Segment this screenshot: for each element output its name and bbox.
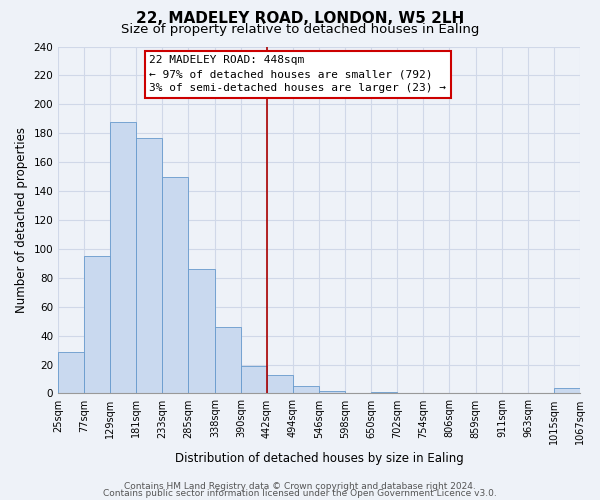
Bar — [58, 352, 84, 394]
X-axis label: Distribution of detached houses by size in Ealing: Distribution of detached houses by size … — [175, 452, 463, 465]
Bar — [293, 386, 319, 394]
Bar — [267, 374, 293, 394]
Bar — [371, 392, 397, 394]
Bar — [188, 269, 215, 394]
Bar — [554, 388, 580, 394]
Text: Contains HM Land Registry data © Crown copyright and database right 2024.: Contains HM Land Registry data © Crown c… — [124, 482, 476, 491]
Text: 22, MADELEY ROAD, LONDON, W5 2LH: 22, MADELEY ROAD, LONDON, W5 2LH — [136, 11, 464, 26]
Bar — [241, 366, 267, 394]
Bar — [136, 138, 163, 394]
Text: Size of property relative to detached houses in Ealing: Size of property relative to detached ho… — [121, 22, 479, 36]
Bar — [84, 256, 110, 394]
Bar — [215, 327, 241, 394]
Bar — [110, 122, 136, 394]
Text: Contains public sector information licensed under the Open Government Licence v3: Contains public sector information licen… — [103, 490, 497, 498]
Bar — [319, 390, 345, 394]
Bar — [163, 176, 188, 394]
Text: 22 MADELEY ROAD: 448sqm
← 97% of detached houses are smaller (792)
3% of semi-de: 22 MADELEY ROAD: 448sqm ← 97% of detache… — [149, 55, 446, 93]
Y-axis label: Number of detached properties: Number of detached properties — [15, 127, 28, 313]
